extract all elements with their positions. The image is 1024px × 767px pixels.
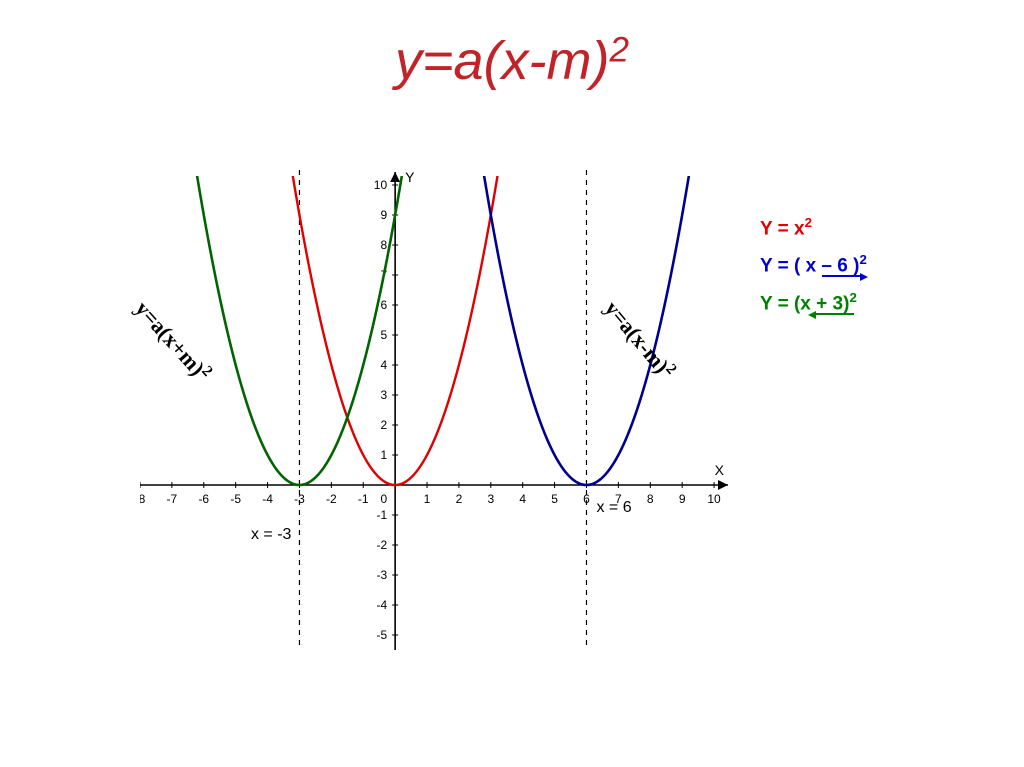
svg-text:9: 9 [380, 208, 387, 222]
svg-text:-2: -2 [376, 538, 387, 552]
page-title: y=a(x-m)2 [0, 30, 1024, 92]
legend-text: Y = (x + 3) [760, 293, 849, 314]
svg-text:6: 6 [380, 298, 387, 312]
svg-text:5: 5 [551, 492, 558, 506]
svg-text:8: 8 [647, 492, 654, 506]
legend-item: Y = ( x – 6 )2 [760, 247, 867, 284]
chart-svg: -8-7-6-5-4-3-2-112345678910-5-4-3-2-1123… [140, 170, 730, 650]
svg-text:x = 6: x = 6 [596, 499, 631, 516]
svg-text:-3: -3 [376, 568, 387, 582]
legend: Y = x2Y = ( x – 6 )2Y = (x + 3)2 [760, 210, 867, 322]
svg-text:9: 9 [679, 492, 686, 506]
svg-text:10: 10 [374, 178, 388, 192]
title-base: y=a(x-m) [395, 31, 610, 91]
svg-text:0: 0 [380, 492, 387, 506]
legend-text: Y = ( x – 6 ) [760, 256, 859, 277]
svg-text:-4: -4 [376, 598, 387, 612]
svg-text:5: 5 [380, 328, 387, 342]
svg-text:3: 3 [380, 388, 387, 402]
svg-text:3: 3 [487, 492, 494, 506]
svg-text:1: 1 [380, 448, 387, 462]
legend-shift-arrow [814, 313, 854, 315]
svg-text:-5: -5 [230, 492, 241, 506]
svg-text:-7: -7 [167, 492, 178, 506]
legend-sup: 2 [859, 252, 866, 267]
svg-text:1: 1 [424, 492, 431, 506]
legend-item: Y = x2 [760, 210, 867, 247]
svg-text:2: 2 [456, 492, 463, 506]
svg-text:4: 4 [380, 358, 387, 372]
svg-text:-8: -8 [140, 492, 146, 506]
svg-text:8: 8 [380, 238, 387, 252]
title-sup: 2 [609, 30, 629, 69]
legend-shift-arrow [822, 275, 862, 277]
svg-text:2: 2 [380, 418, 387, 432]
svg-text:-2: -2 [326, 492, 337, 506]
svg-text:-6: -6 [198, 492, 209, 506]
legend-text: Y = x [760, 218, 805, 239]
svg-text:Y: Y [405, 170, 415, 185]
legend-sup: 2 [849, 290, 856, 305]
svg-text:-4: -4 [262, 492, 273, 506]
svg-text:10: 10 [707, 492, 721, 506]
svg-text:4: 4 [519, 492, 526, 506]
legend-sup: 2 [805, 215, 812, 230]
svg-text:-1: -1 [376, 508, 387, 522]
parabola-chart: -8-7-6-5-4-3-2-112345678910-5-4-3-2-1123… [140, 170, 730, 650]
svg-text:X: X [715, 462, 725, 478]
svg-text:-5: -5 [376, 628, 387, 642]
legend-item: Y = (x + 3)2 [760, 285, 867, 322]
svg-text:-1: -1 [358, 492, 369, 506]
svg-text:x = -3: x = -3 [251, 526, 292, 543]
